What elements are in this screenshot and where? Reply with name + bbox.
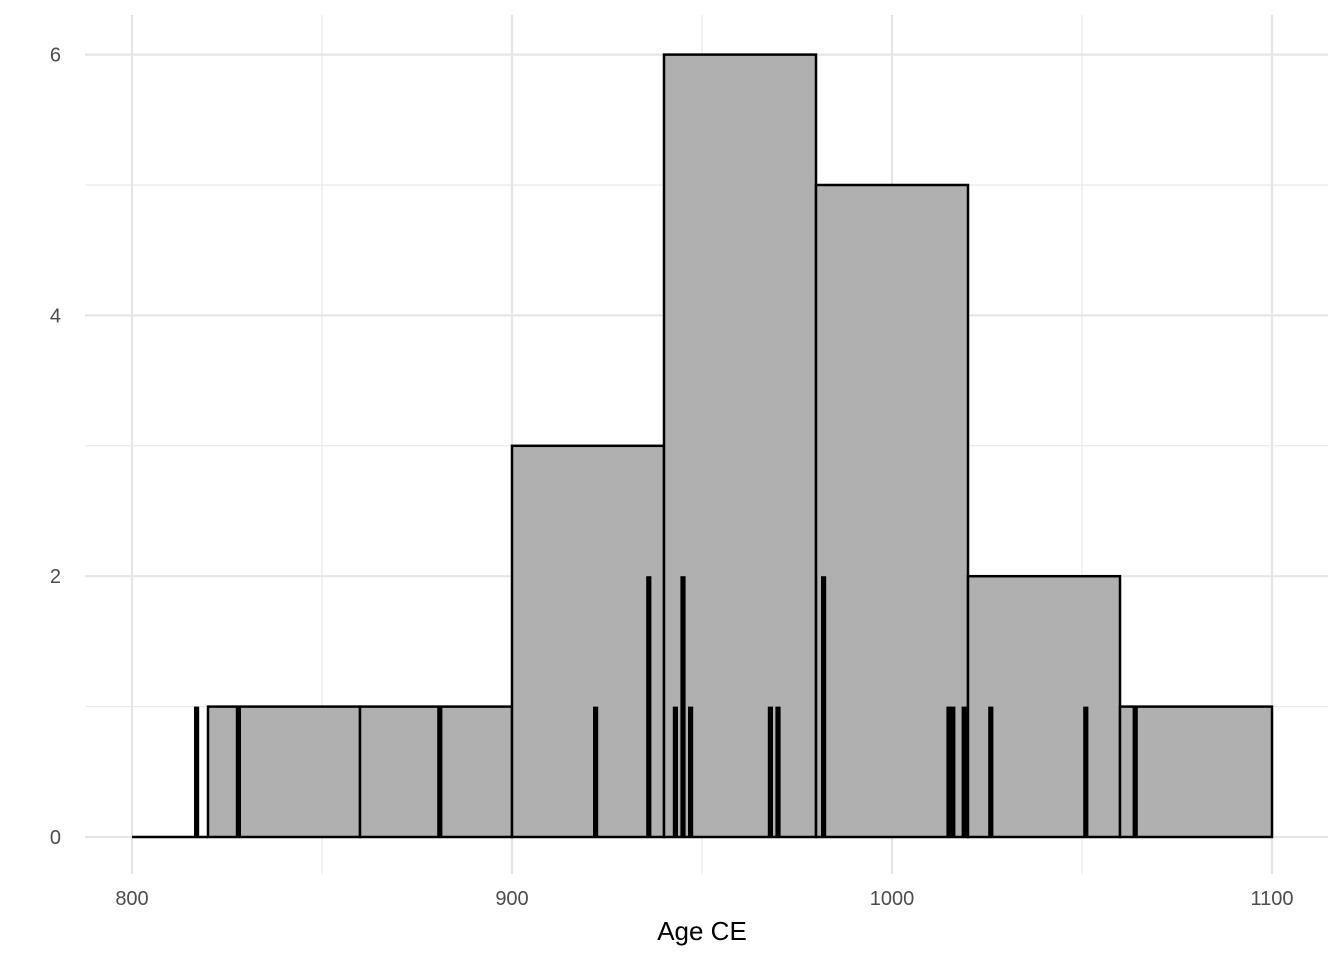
x-tick-label: 1000 (870, 888, 915, 910)
x-axis-ticks: 800 900 1000 1100 (115, 888, 1293, 910)
y-tick-label: 4 (50, 305, 61, 327)
histogram-bar (662, 53, 818, 839)
y-tick-label: 2 (50, 566, 61, 588)
x-tick-label: 1100 (1250, 888, 1293, 910)
histogram-bar (510, 444, 666, 839)
value-count-spike (680, 576, 686, 837)
y-tick-label: 6 (50, 45, 61, 67)
histogram-bar (1118, 705, 1274, 839)
x-tick-label: 800 (115, 888, 148, 910)
value-count-spike (646, 576, 652, 837)
value-count-spike (821, 576, 827, 837)
value-count-spike (235, 706, 241, 837)
value-count-spike (593, 706, 599, 837)
y-tick-label: 0 (50, 827, 61, 849)
value-count-spike (767, 706, 773, 837)
value-count-spike (775, 706, 781, 837)
value-count-spike (950, 706, 956, 837)
histogram-bar (206, 705, 362, 839)
x-axis-title: Age CE (657, 916, 747, 946)
value-count-spike (946, 706, 952, 837)
value-count-spike (194, 706, 200, 837)
value-count-spike (1083, 706, 1089, 837)
value-count-spike (988, 706, 994, 837)
value-count-spike (437, 706, 443, 837)
value-count-spike (688, 706, 694, 837)
value-count-spike (1132, 706, 1138, 837)
x-tick-label: 900 (495, 888, 528, 910)
histogram-bar (814, 183, 970, 839)
histogram-bins (206, 53, 1274, 839)
value-count-spikes (194, 576, 1138, 837)
value-count-spike (672, 706, 678, 837)
value-count-spike (961, 706, 967, 837)
histogram-bar (358, 705, 514, 839)
y-axis-ticks: 0 2 4 6 (50, 45, 61, 849)
